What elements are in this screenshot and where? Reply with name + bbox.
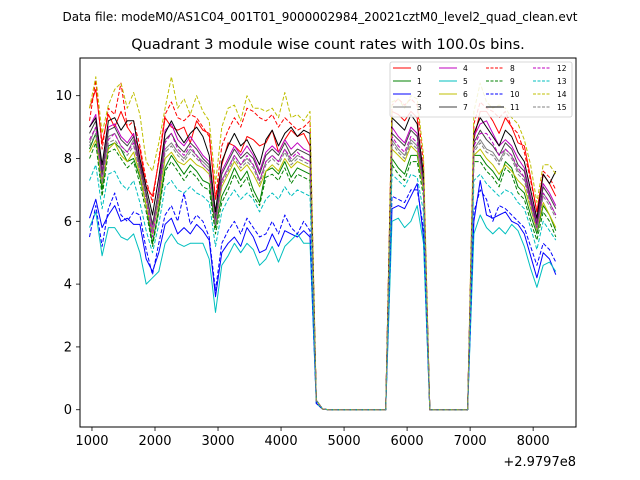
legend-label-11: 11 <box>510 103 520 112</box>
y-tick-label: 10 <box>55 89 72 104</box>
x-tick-label: 5000 <box>328 434 361 449</box>
suptitle: Data file: modeM0/AS1C04_001T01_90000029… <box>62 10 577 24</box>
x-offset-label: +2.9797e8 <box>503 455 576 470</box>
legend-label-6: 6 <box>463 90 468 99</box>
axes-frame <box>79 57 577 428</box>
legend-label-7: 7 <box>463 103 468 112</box>
legend-label-1: 1 <box>417 77 422 86</box>
x-tick-label: 2000 <box>138 434 171 449</box>
x-tick-label: 8000 <box>517 434 550 449</box>
legend-label-15: 15 <box>557 103 567 112</box>
series-line-10 <box>89 189 557 411</box>
x-tick-label: 7000 <box>454 434 487 449</box>
legend-label-12: 12 <box>557 64 567 73</box>
legend-label-9: 9 <box>510 77 515 86</box>
legend-label-3: 3 <box>417 103 422 112</box>
legend-label-5: 5 <box>463 77 468 86</box>
chart-title: Quadrant 3 module wise count rates with … <box>131 37 525 53</box>
x-tick-label: 4000 <box>265 434 298 449</box>
legend-box <box>389 61 573 118</box>
legend-label-2: 2 <box>417 90 422 99</box>
x-tick-label: 3000 <box>201 434 234 449</box>
legend-label-14: 14 <box>557 90 567 99</box>
legend-label-13: 13 <box>557 77 567 86</box>
y-tick-label: 4 <box>64 278 72 293</box>
y-tick-label: 6 <box>64 215 72 230</box>
legend-label-8: 8 <box>510 64 515 73</box>
x-tick-label: 6000 <box>391 434 424 449</box>
plot-lines <box>89 76 557 411</box>
legend-label-10: 10 <box>510 90 520 99</box>
legend-label-0: 0 <box>417 64 422 73</box>
y-tick-label: 0 <box>64 403 72 418</box>
axis-ticks: 1000 2000 3000 4000 5000 6000 7000 8000 0 2 4 6 8 10 <box>55 89 549 449</box>
legend-label-4: 4 <box>463 64 468 73</box>
x-tick-label: 1000 <box>75 434 108 449</box>
series-line-15 <box>89 132 557 411</box>
y-tick-label: 8 <box>64 152 72 167</box>
y-tick-label: 2 <box>64 340 72 355</box>
